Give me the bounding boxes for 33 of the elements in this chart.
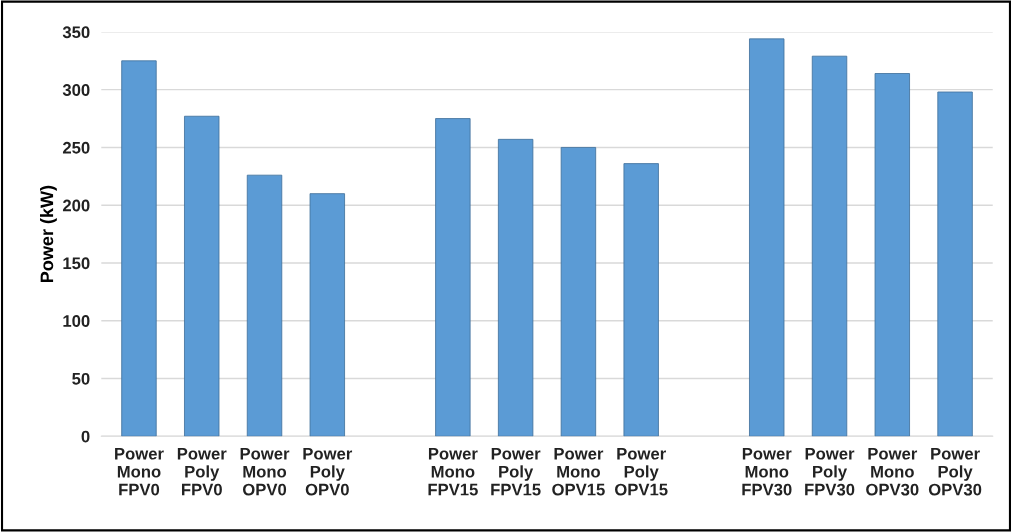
y-axis-title: Power (kW) bbox=[40, 185, 57, 283]
bar bbox=[309, 193, 345, 437]
x-tick-label: Power Mono FPV30 bbox=[742, 447, 792, 496]
bar bbox=[560, 147, 597, 437]
y-tick-label: 300 bbox=[62, 84, 90, 96]
x-tick-label: Power Mono OPV30 bbox=[866, 447, 919, 496]
bar bbox=[749, 38, 785, 437]
x-tick-label: Power Poly FPV0 bbox=[177, 447, 227, 496]
y-tick-label: 150 bbox=[63, 257, 90, 270]
bar bbox=[435, 118, 471, 437]
bar bbox=[623, 163, 659, 437]
x-tick-label: Power Poly FPV30 bbox=[805, 447, 855, 496]
bar bbox=[874, 73, 910, 437]
x-tick-label: Power Poly OPV0 bbox=[303, 447, 353, 496]
x-tick-label: Power Poly OPV15 bbox=[615, 447, 668, 496]
x-tick-label: Power Mono FPV15 bbox=[428, 447, 478, 496]
bar bbox=[811, 55, 848, 437]
x-tick-label: Power Poly OPV30 bbox=[928, 447, 982, 496]
x-tick-label: Power Mono OPV0 bbox=[240, 447, 290, 496]
bar bbox=[184, 115, 220, 437]
y-tick-label: 0 bbox=[81, 430, 90, 443]
x-tick-label: Power Mono FPV0 bbox=[115, 447, 164, 496]
bar bbox=[246, 174, 283, 437]
bar bbox=[937, 91, 973, 437]
y-tick-label: 350 bbox=[62, 26, 90, 39]
y-tick-label: 100 bbox=[63, 315, 90, 327]
x-tick-label: Power Mono OPV15 bbox=[552, 447, 605, 496]
y-tick-label: 200 bbox=[62, 199, 90, 212]
y-tick-label: 50 bbox=[72, 372, 90, 385]
bar bbox=[497, 138, 534, 437]
bar bbox=[121, 60, 157, 437]
y-tick-label: 250 bbox=[62, 141, 90, 154]
x-tick-label: Power Poly FPV15 bbox=[491, 447, 541, 496]
